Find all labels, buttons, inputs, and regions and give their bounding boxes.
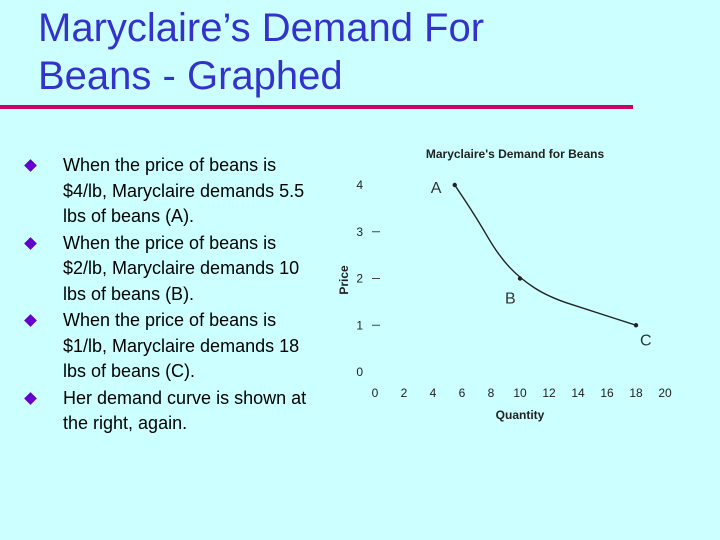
bullet-item: When the price of beans is $1/lb, Marycl… — [24, 308, 324, 385]
bullet-text: When the price of beans is $2/lb, Marycl… — [63, 232, 300, 304]
demand-curve-line — [454, 184, 637, 326]
point-label: B — [505, 291, 516, 308]
bullet-item: When the price of beans is $4/lb, Marycl… — [24, 153, 324, 230]
x-tick-label: 2 — [401, 386, 408, 400]
bullet-item: When the price of beans is $2/lb, Marycl… — [24, 231, 324, 308]
y-axis-label: Price — [337, 265, 351, 295]
x-tick-label: 14 — [571, 386, 585, 400]
diamond-bullet-icon — [24, 391, 37, 405]
x-tick-label: 8 — [488, 386, 495, 400]
bullet-text: Her demand curve is shown at the right, … — [63, 387, 307, 434]
x-tick-label: 10 — [513, 386, 527, 400]
y-tick-label: 0 — [356, 365, 363, 379]
bullet-item: Her demand curve is shown at the right, … — [24, 386, 324, 437]
x-tick-label: 18 — [629, 386, 643, 400]
bullet-text: When the price of beans is $1/lb, Marycl… — [63, 310, 300, 381]
diamond-bullet-icon — [24, 159, 37, 172]
point-label: A — [431, 180, 442, 197]
demand-chart-svg: Maryclaire's Demand for Beans Price Quan… — [337, 147, 672, 422]
demand-chart: Maryclaire's Demand for Beans Price Quan… — [330, 140, 690, 430]
title-line-1: Maryclaire’s Demand For — [38, 6, 485, 50]
bullet-list: When the price of beans is $4/lb, Marycl… — [24, 153, 324, 438]
diamond-bullet-icon — [24, 314, 37, 327]
y-tick-label: 2 — [356, 272, 363, 286]
data-point — [517, 276, 523, 281]
title-line-2: Beans - Graphed — [38, 54, 343, 98]
x-tick-label: 12 — [542, 386, 556, 400]
data-point — [452, 182, 457, 188]
x-tick-label: 20 — [658, 386, 672, 400]
y-tick-label: 4 — [356, 178, 363, 192]
x-tick-label: 6 — [459, 386, 466, 400]
bullet-text: When the price of beans is $4/lb, Marycl… — [63, 155, 305, 226]
x-tick-label: 4 — [430, 386, 437, 400]
y-tick-label: 1 — [356, 318, 363, 332]
x-tick-label: 0 — [372, 386, 379, 400]
x-axis-label: Quantity — [496, 408, 545, 422]
y-tick-label: 3 — [356, 225, 363, 239]
point-label: C — [640, 332, 652, 349]
diamond-bullet-icon — [24, 236, 37, 250]
title-underline — [0, 105, 633, 109]
chart-title: Maryclaire's Demand for Beans — [426, 147, 605, 161]
slide-title: Maryclaire’s Demand For Beans - Graphed — [38, 4, 658, 100]
data-point — [633, 323, 639, 328]
x-tick-label: 16 — [600, 386, 614, 400]
